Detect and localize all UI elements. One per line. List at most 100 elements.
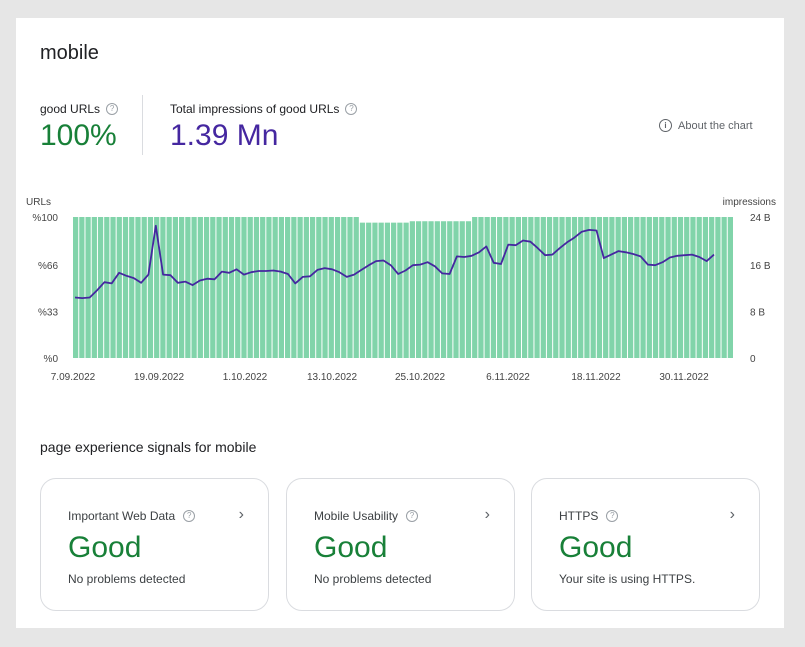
chart-bar xyxy=(652,217,659,358)
chart-bar xyxy=(260,217,266,358)
card-title-row: Important Web Data ? xyxy=(68,509,196,523)
card-status: Good xyxy=(68,531,142,564)
chart-bar xyxy=(590,217,596,358)
chart-bar xyxy=(253,217,260,358)
chart-bar xyxy=(172,217,179,358)
chart-bar xyxy=(677,217,684,358)
chart-bar xyxy=(634,217,640,358)
chart-bar xyxy=(665,217,671,358)
x-tick-label: 6.11.2022 xyxy=(486,372,530,383)
chart-bar xyxy=(266,217,272,358)
chart-bar xyxy=(116,217,122,358)
good-urls-label: good URLs xyxy=(40,102,101,116)
impressions-line xyxy=(74,224,715,299)
chart-bar xyxy=(104,217,110,358)
chart-bar xyxy=(154,217,160,358)
chart-bar xyxy=(197,217,203,358)
chart-bar xyxy=(702,217,709,358)
impressions-label-row: Total impressions of good URLs ? xyxy=(170,102,358,116)
metric-divider xyxy=(142,95,143,155)
chart-bar xyxy=(621,217,627,358)
info-icon: i xyxy=(659,119,672,132)
chart-bar xyxy=(578,217,584,358)
card-subtitle: No problems detected xyxy=(68,572,186,586)
chart-bar xyxy=(291,217,297,358)
chart-bar xyxy=(85,217,91,358)
right-tick-label: 24 B xyxy=(750,213,771,224)
chart-bar xyxy=(422,221,428,358)
card-title-row: Mobile Usability ? xyxy=(314,509,419,523)
signal-card-https[interactable]: HTTPS ? › Good Your site is using HTTPS. xyxy=(531,478,760,611)
chart-bar xyxy=(160,217,166,358)
impressions-label: Total impressions of good URLs xyxy=(170,102,340,116)
left-tick-label: %33 xyxy=(38,307,58,318)
chevron-right-icon[interactable]: › xyxy=(484,506,490,523)
chart-bar xyxy=(303,217,309,358)
chart-bar xyxy=(147,217,154,358)
chart-bar xyxy=(79,217,85,358)
chart-bar xyxy=(91,217,97,358)
chart-bar xyxy=(472,217,478,358)
chart-bar xyxy=(465,221,472,358)
chart-bar xyxy=(372,222,378,358)
performance-chart: URLs impressions %100 %66 %33 %0 24 B 16 B 8 B 0 7… xyxy=(26,197,776,383)
signal-card-mobile-usability[interactable]: Mobile Usability ? › Good No problems de… xyxy=(286,478,515,611)
chart-bar xyxy=(222,217,228,358)
chart-bar xyxy=(366,222,372,358)
about-chart-link[interactable]: i About the chart xyxy=(659,119,753,132)
card-subtitle: No problems detected xyxy=(314,572,432,586)
help-icon[interactable]: ? xyxy=(406,510,419,522)
chart-bar xyxy=(341,217,347,358)
chart-bar xyxy=(540,217,546,358)
x-tick-label: 25.10.2022 xyxy=(395,372,445,383)
help-icon[interactable]: ? xyxy=(183,510,196,522)
chart-bar xyxy=(409,221,415,358)
chart-bar xyxy=(334,217,341,358)
chart-bar xyxy=(553,217,559,358)
chart-bar xyxy=(73,217,79,358)
chart-bar xyxy=(309,217,316,358)
card-title: Important Web Data xyxy=(68,509,176,523)
help-icon[interactable]: ? xyxy=(606,510,619,522)
chart-bar xyxy=(440,221,447,358)
chart-bar xyxy=(135,217,141,358)
chart-bar xyxy=(721,217,727,358)
x-tick-label: 13.10.2022 xyxy=(307,372,357,383)
chart-bar xyxy=(129,217,135,358)
signals-section-title: page experience signals for mobile xyxy=(40,439,257,455)
chart-bar xyxy=(696,217,702,358)
card-title: Mobile Usability xyxy=(314,509,399,523)
x-tick-label: 19.09.2022 xyxy=(134,372,184,383)
right-tick-label: 16 B xyxy=(750,261,771,272)
chart-bar xyxy=(528,217,534,358)
chart-bar xyxy=(434,221,440,358)
chart-bar xyxy=(347,217,353,358)
chart-bar xyxy=(497,217,503,358)
chevron-right-icon[interactable]: › xyxy=(238,506,244,523)
card-subtitle: Your site is using HTTPS. xyxy=(559,572,696,586)
chart-bar xyxy=(210,217,216,358)
help-icon[interactable]: ? xyxy=(106,103,119,115)
signal-card-web-data[interactable]: Important Web Data ? › Good No problems … xyxy=(40,478,269,611)
chart-bar xyxy=(709,217,715,358)
chart-bar xyxy=(415,221,422,358)
right-axis-title: impressions xyxy=(723,197,776,208)
chart-bar xyxy=(603,217,609,358)
chart-bar xyxy=(122,217,129,358)
chart-bar xyxy=(166,217,172,358)
page-title: mobile xyxy=(40,42,99,64)
chart-bar xyxy=(272,217,278,358)
chevron-right-icon[interactable]: › xyxy=(729,506,735,523)
chart-bar xyxy=(179,217,185,358)
right-tick-label: 8 B xyxy=(750,307,765,318)
chart-bar xyxy=(228,217,235,358)
chart-bar xyxy=(235,217,241,358)
chart-bar xyxy=(478,217,484,358)
card-title-row: HTTPS ? xyxy=(559,509,619,523)
chart-bar xyxy=(596,217,603,358)
chart-bar xyxy=(640,217,646,358)
chart-bar xyxy=(241,217,247,358)
help-icon[interactable]: ? xyxy=(345,103,358,115)
chart-bar xyxy=(391,222,397,358)
chart-bar xyxy=(571,217,578,358)
